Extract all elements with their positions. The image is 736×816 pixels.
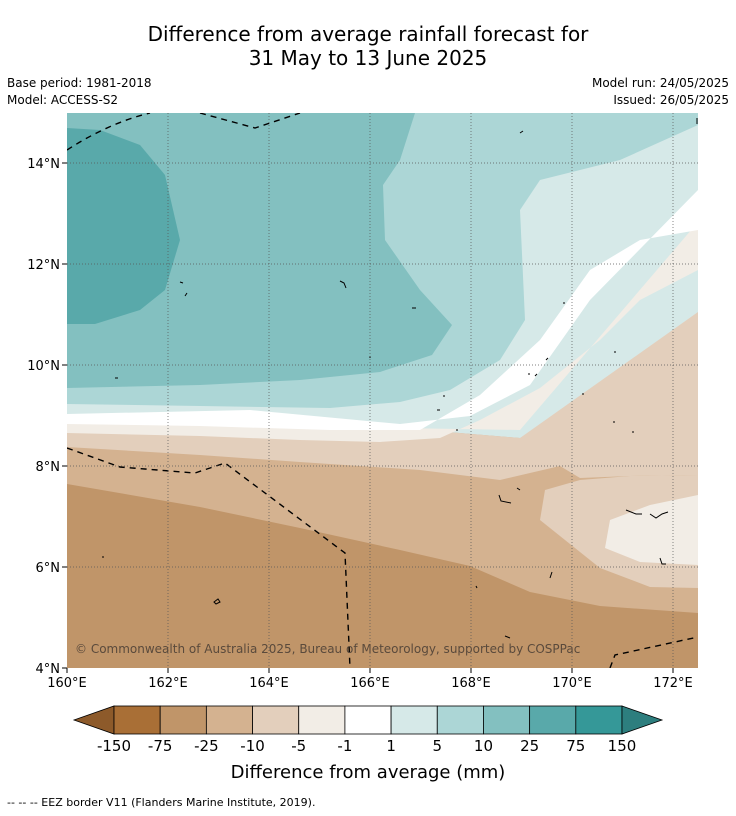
- lon-label: 170°E: [552, 676, 592, 691]
- island-mark: [519, 130, 524, 134]
- axis-ticks: [62, 162, 674, 673]
- lon-label: 166°E: [350, 676, 390, 691]
- eez-footnote: -- -- -- EEZ border V11 (Flanders Marine…: [7, 796, 316, 809]
- island-mark: [475, 585, 511, 639]
- islands: [102, 118, 698, 639]
- base-period-text: Base period: 1981-2018: [7, 76, 152, 90]
- colorbar-over-arrow: [621, 705, 664, 735]
- island-mark: [549, 571, 553, 579]
- copyright-text: © Commonwealth of Australia 2025, Bureau…: [75, 642, 580, 656]
- colorbar-tick-labels: -150 -75 -25 -10 -5 -1 1 5 10 25 75 150: [97, 737, 636, 755]
- colorbar-tick-label: 75: [566, 737, 585, 755]
- island-mark: [498, 487, 521, 504]
- colorbar-tick-label: 150: [608, 737, 637, 755]
- band-minus25-minus10: [67, 312, 698, 480]
- band-25-to-75: [67, 128, 180, 324]
- map-title-line2: 31 May to 13 June 2025: [248, 46, 488, 70]
- colorbar-under-arrow: [72, 705, 115, 735]
- island-mark: [659, 557, 666, 565]
- colorbar-segment: [205, 705, 253, 735]
- lon-label: 162°E: [148, 676, 188, 691]
- lat-label: 14°N: [27, 157, 60, 172]
- colorbar-title: Difference from average (mm): [231, 762, 506, 783]
- colorbar-tick-label: -150: [97, 737, 131, 755]
- colorbar-segment: [436, 705, 484, 735]
- model-run-text: Model run: 24/05/2025: [591, 76, 729, 90]
- colorbar-segment: [298, 705, 346, 735]
- island-mark: [582, 351, 634, 433]
- colorbar-tick-label: -5: [291, 737, 306, 755]
- colorbar-segment: [344, 705, 392, 735]
- lat-label: 12°N: [27, 258, 60, 273]
- rainfall-field: © Commonwealth of Australia 2025, Bureau…: [67, 113, 698, 668]
- colorbar-segment: [252, 705, 300, 735]
- island-mark: [213, 598, 221, 605]
- eez-border: [199, 113, 301, 129]
- island-mark: [528, 357, 549, 377]
- band-minus1-plus1: [67, 190, 698, 430]
- colorbar-segment: [575, 705, 623, 735]
- colorbar-tick-label: 1: [386, 737, 396, 755]
- eez-borders: [67, 113, 698, 668]
- eez-border: [67, 447, 351, 668]
- lat-label: 4°N: [36, 662, 61, 677]
- island-mark: [339, 280, 347, 289]
- island-mark: [179, 281, 188, 297]
- colorbar-tick-label: -25: [194, 737, 219, 755]
- lon-label: 172°E: [653, 676, 693, 691]
- colorbar-segment: [113, 705, 161, 735]
- colorbar: -150 -75 -25 -10 -5 -1 1 5 10 25 75 150 Difference …: [72, 705, 664, 783]
- colorbar-tick-label: 5: [432, 737, 442, 755]
- lat-label: 8°N: [36, 460, 61, 475]
- lon-label: 160°E: [47, 676, 87, 691]
- lon-label: 168°E: [451, 676, 491, 691]
- lat-labels: 14°N 12°N 10°N 8°N 6°N 4°N: [27, 157, 60, 677]
- issued-text: Issued: 26/05/2025: [613, 93, 729, 107]
- band-minus10-minus5-east: [605, 495, 698, 565]
- colorbar-tick-label: -10: [240, 737, 265, 755]
- map-title-line1: Difference from average rainfall forecas…: [147, 22, 589, 46]
- colorbar-segment: [529, 705, 577, 735]
- colorbar-segments: [113, 705, 623, 735]
- colorbar-segment: [483, 705, 531, 735]
- eez-border: [67, 113, 151, 151]
- lon-labels: 160°E 162°E 164°E 166°E 168°E 170°E 172°…: [47, 676, 693, 691]
- island-mark: [437, 395, 458, 431]
- model-text: Model: ACCESS-S2: [7, 93, 119, 107]
- lat-label: 10°N: [27, 359, 60, 374]
- colorbar-tick-label: -1: [337, 737, 352, 755]
- colorbar-segment: [159, 705, 207, 735]
- lat-label: 6°N: [36, 561, 61, 576]
- colorbar-segment: [390, 705, 438, 735]
- colorbar-tick-label: 10: [474, 737, 493, 755]
- colorbar-tick-label: 25: [520, 737, 539, 755]
- lon-label: 164°E: [249, 676, 289, 691]
- map-grid: [67, 113, 698, 668]
- island-mark: [625, 509, 669, 519]
- colorbar-tick-label: -75: [148, 737, 173, 755]
- eez-border: [609, 636, 698, 668]
